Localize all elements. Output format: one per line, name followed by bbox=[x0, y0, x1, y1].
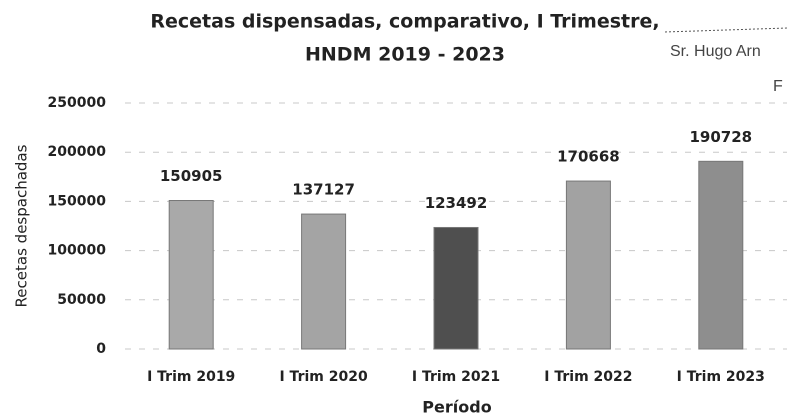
chart-title: HNDM 2019 - 2023 bbox=[305, 44, 505, 66]
signature-line bbox=[664, 27, 787, 33]
y-tick-label: 0 bbox=[96, 341, 106, 357]
bar bbox=[433, 226, 479, 350]
value-label: 190728 bbox=[689, 128, 752, 146]
x-tick-label: I Trim 2021 bbox=[412, 369, 500, 385]
stamp-text: Sr. Hugo Arn bbox=[670, 43, 761, 60]
bar bbox=[565, 180, 611, 350]
value-label: 137127 bbox=[292, 181, 355, 199]
value-label: 123492 bbox=[425, 194, 488, 212]
value-label: 150905 bbox=[160, 167, 223, 185]
stamp-text: F bbox=[773, 78, 783, 95]
x-tick-label: I Trim 2022 bbox=[544, 369, 632, 385]
y-tick-label: 50000 bbox=[57, 292, 106, 308]
x-tick-label: I Trim 2019 bbox=[147, 369, 235, 385]
x-tick-label: I Trim 2020 bbox=[279, 369, 367, 385]
chart-title: Recetas dispensadas, comparativo, I Trim… bbox=[150, 11, 659, 33]
bar bbox=[301, 213, 347, 350]
value-label: 170668 bbox=[557, 148, 620, 166]
y-axis-label: Recetas despachadas bbox=[13, 144, 31, 307]
bar bbox=[698, 160, 744, 350]
y-tick-label: 250000 bbox=[48, 95, 107, 111]
x-tick-label: I Trim 2023 bbox=[677, 369, 765, 385]
y-tick-label: 200000 bbox=[48, 144, 107, 160]
bar bbox=[168, 200, 214, 350]
y-tick-label: 100000 bbox=[48, 243, 107, 259]
x-axis-label: Período bbox=[422, 398, 491, 417]
y-tick-label: 150000 bbox=[48, 193, 107, 209]
